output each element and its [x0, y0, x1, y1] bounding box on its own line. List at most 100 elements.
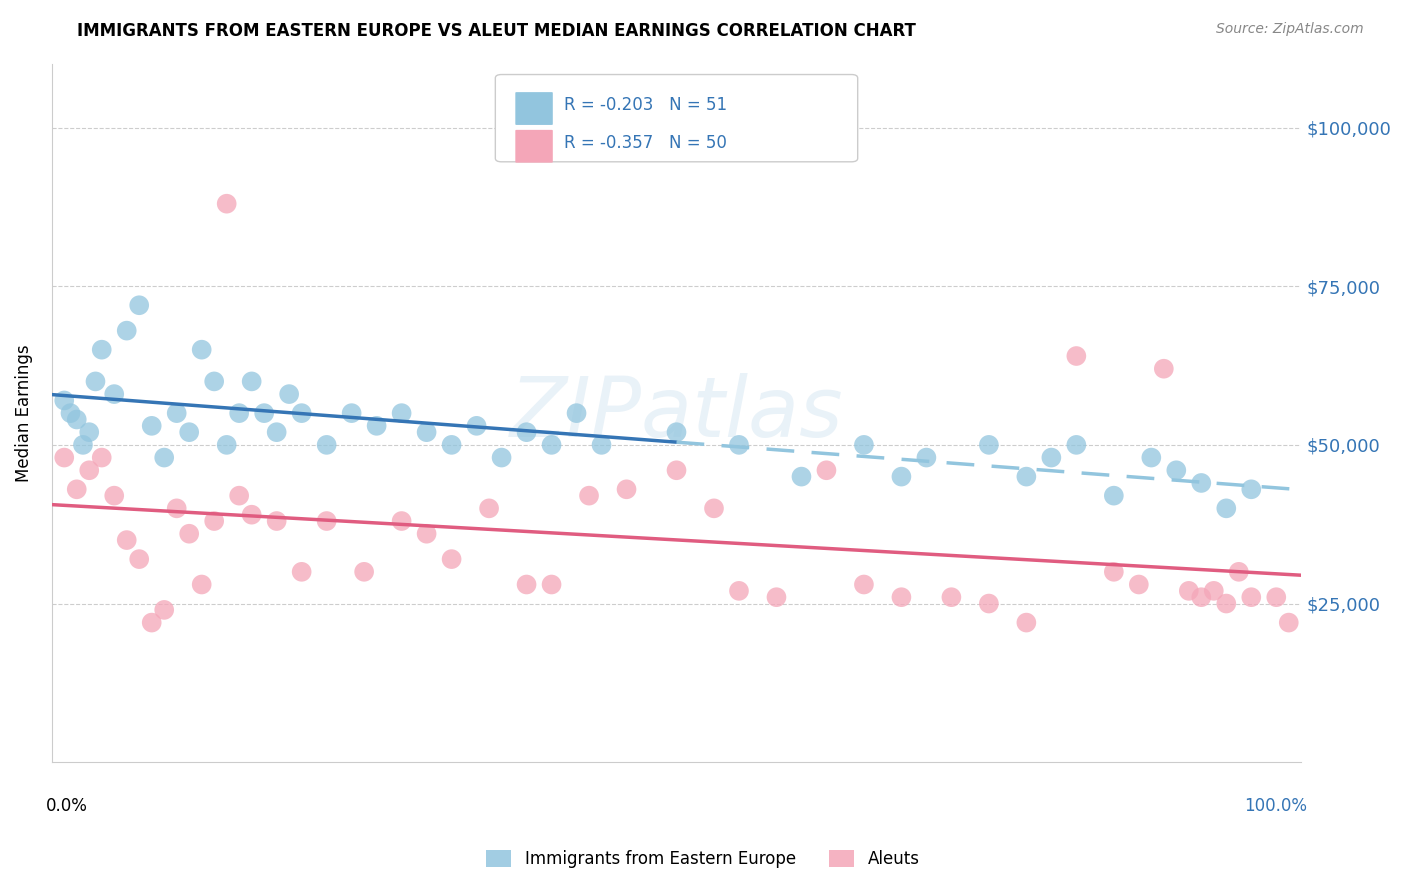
- Point: [1189, 475, 1212, 490]
- Point: [202, 514, 225, 528]
- Point: [1178, 583, 1201, 598]
- Point: [72, 438, 94, 452]
- Point: [1040, 450, 1063, 465]
- Point: [366, 418, 388, 433]
- Point: [266, 514, 288, 528]
- Point: [852, 577, 875, 591]
- Point: [1278, 615, 1301, 630]
- Point: [53, 450, 76, 465]
- Point: [1215, 501, 1237, 516]
- Point: [465, 418, 488, 433]
- Point: [1153, 361, 1175, 376]
- Y-axis label: Median Earnings: Median Earnings: [15, 344, 32, 482]
- Point: [890, 469, 912, 483]
- Point: [1240, 483, 1263, 497]
- Point: [478, 501, 501, 516]
- Point: [665, 425, 688, 440]
- Point: [153, 603, 176, 617]
- Point: [415, 425, 437, 440]
- Point: [153, 450, 176, 465]
- FancyBboxPatch shape: [516, 92, 553, 125]
- Legend: Immigrants from Eastern Europe, Aleuts: Immigrants from Eastern Europe, Aleuts: [479, 843, 927, 875]
- Point: [166, 406, 188, 420]
- FancyBboxPatch shape: [516, 130, 553, 162]
- Point: [128, 298, 150, 312]
- Point: [491, 450, 513, 465]
- Text: R = -0.357   N = 50: R = -0.357 N = 50: [564, 134, 727, 152]
- Point: [266, 425, 288, 440]
- Point: [240, 508, 263, 522]
- Text: R = -0.203   N = 51: R = -0.203 N = 51: [564, 96, 727, 114]
- Point: [340, 406, 363, 420]
- Point: [790, 469, 813, 483]
- Point: [391, 406, 413, 420]
- Point: [53, 393, 76, 408]
- Point: [141, 418, 163, 433]
- Point: [1066, 438, 1088, 452]
- Point: [115, 324, 138, 338]
- Point: [353, 565, 375, 579]
- Point: [90, 450, 112, 465]
- Point: [1066, 349, 1088, 363]
- Point: [141, 615, 163, 630]
- Text: IMMIGRANTS FROM EASTERN EUROPE VS ALEUT MEDIAN EARNINGS CORRELATION CHART: IMMIGRANTS FROM EASTERN EUROPE VS ALEUT …: [77, 22, 917, 40]
- Text: Source: ZipAtlas.com: Source: ZipAtlas.com: [1216, 22, 1364, 37]
- Point: [84, 375, 107, 389]
- Point: [815, 463, 838, 477]
- Point: [540, 577, 562, 591]
- Point: [765, 591, 787, 605]
- Point: [1015, 615, 1038, 630]
- FancyBboxPatch shape: [495, 75, 858, 161]
- Point: [540, 438, 562, 452]
- Point: [728, 438, 751, 452]
- Point: [291, 565, 314, 579]
- Point: [977, 438, 1000, 452]
- Point: [103, 387, 125, 401]
- Point: [977, 597, 1000, 611]
- Point: [228, 489, 250, 503]
- Point: [665, 463, 688, 477]
- Point: [616, 483, 638, 497]
- Point: [391, 514, 413, 528]
- Point: [1166, 463, 1188, 477]
- Point: [516, 577, 538, 591]
- Point: [890, 591, 912, 605]
- Point: [440, 552, 463, 566]
- Text: ZIPatlas: ZIPatlas: [510, 373, 844, 454]
- Point: [291, 406, 314, 420]
- Point: [215, 196, 238, 211]
- Point: [103, 489, 125, 503]
- Point: [941, 591, 963, 605]
- Point: [278, 387, 301, 401]
- Point: [115, 533, 138, 547]
- Point: [1265, 591, 1288, 605]
- Point: [1128, 577, 1150, 591]
- Point: [578, 489, 600, 503]
- Point: [315, 514, 337, 528]
- Text: 0.0%: 0.0%: [45, 797, 87, 815]
- Point: [1015, 469, 1038, 483]
- Point: [77, 463, 100, 477]
- Point: [59, 406, 82, 420]
- Point: [1215, 597, 1237, 611]
- Point: [703, 501, 725, 516]
- Point: [516, 425, 538, 440]
- Point: [591, 438, 613, 452]
- Point: [202, 375, 225, 389]
- Point: [415, 526, 437, 541]
- Point: [852, 438, 875, 452]
- Point: [565, 406, 588, 420]
- Point: [728, 583, 751, 598]
- Point: [240, 375, 263, 389]
- Point: [166, 501, 188, 516]
- Point: [228, 406, 250, 420]
- Point: [90, 343, 112, 357]
- Point: [128, 552, 150, 566]
- Point: [1227, 565, 1250, 579]
- Point: [1102, 565, 1125, 579]
- Point: [77, 425, 100, 440]
- Point: [1189, 591, 1212, 605]
- Point: [1102, 489, 1125, 503]
- Point: [440, 438, 463, 452]
- Point: [190, 343, 212, 357]
